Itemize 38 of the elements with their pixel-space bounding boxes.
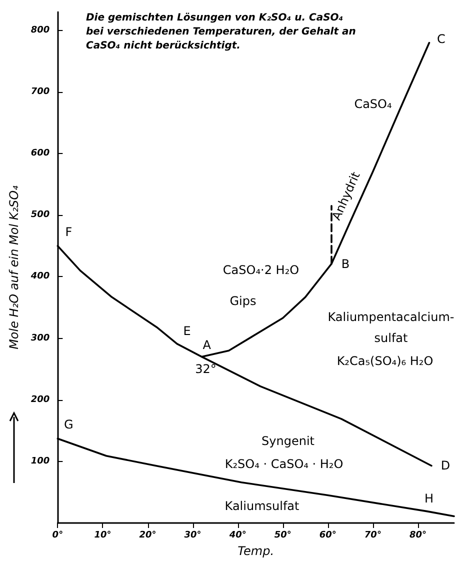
y-tick-label: 800 [30, 25, 50, 36]
annotation: C [437, 32, 446, 46]
annotation: CaSO₄·2 H₂O [222, 263, 300, 277]
x-tick-label: 10° [94, 530, 112, 540]
annotation: F [65, 224, 72, 239]
y-tick-label: 100 [30, 456, 50, 466]
annotation: D [440, 458, 450, 473]
annotation: H [424, 491, 434, 506]
annotation: CaSO₄ [354, 97, 392, 111]
annotation: Syngenit [262, 434, 315, 448]
annotation: K₂SO₄ · CaSO₄ · H₂O [224, 457, 344, 471]
x-tick-label: 80° [409, 530, 426, 540]
text: Die gemischten Lösungen von K₂SO₄ u. CaSO₄ bei verschiedenen Temperaturen, der Gehalt an CaSO₄ nicht berücksichtigt. [86, 12, 360, 52]
annotation: 32° [195, 362, 216, 376]
annotation: Kaliumpentacalcium- [328, 310, 454, 324]
x-tick-label: 0° [52, 530, 64, 540]
y-axis-title: Mole H₂O auf ein Mol K₂SO₄ [7, 185, 21, 350]
x-axis-title: Temp. [238, 544, 274, 558]
y-tick-label: 500 [30, 210, 50, 220]
annotation: Kaliumsulfat [224, 499, 300, 513]
y-tick-label: 600 [30, 148, 50, 159]
annotation: sulfat [374, 331, 408, 345]
y-tick-label: 300 [30, 333, 50, 344]
x-tick-label: 60° [319, 530, 336, 540]
y-tick-label: 400 [30, 272, 50, 282]
x-tick-label: 70° [364, 530, 382, 540]
y-tick-label: 700 [30, 87, 50, 98]
annotation: A [202, 338, 212, 352]
x-tick-label: 20° [139, 530, 156, 540]
x-tick-label: 40° [228, 530, 246, 540]
x-tick-label: 30° [184, 530, 202, 540]
annotation: E [183, 324, 191, 338]
annotation: B [341, 256, 350, 271]
x-tick-label: 50° [274, 530, 292, 540]
annotation: G [64, 418, 74, 432]
y-tick-label: 200 [30, 394, 50, 405]
annotation: Gips [230, 294, 256, 308]
annotation: K₂Ca₅(SO₄)₆ H₂O [336, 354, 434, 368]
